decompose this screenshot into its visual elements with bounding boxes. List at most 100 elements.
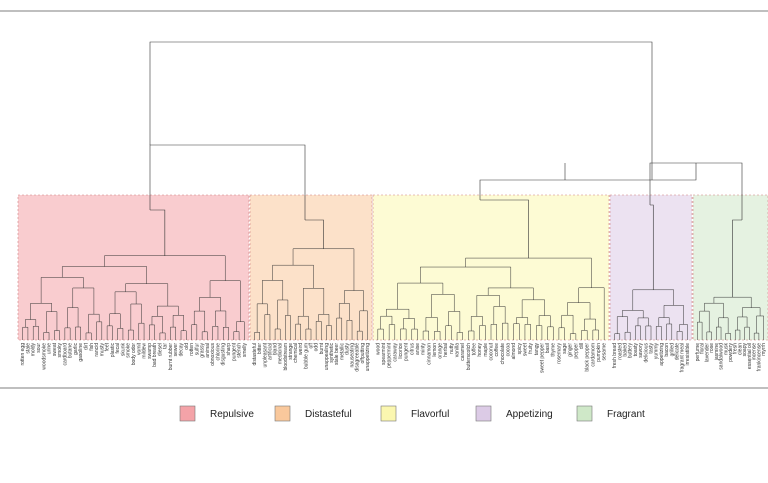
branch xyxy=(490,324,497,340)
leaf-label: bad breath xyxy=(152,343,158,367)
leaf-label: sulfur xyxy=(194,343,200,356)
branch xyxy=(737,316,748,331)
leaf-label: bitter xyxy=(257,343,263,354)
branch xyxy=(264,314,271,340)
leaf-label: medicinal xyxy=(278,343,284,364)
leaf-label: body odor xyxy=(131,343,137,366)
leaf-label: diesel xyxy=(157,343,163,356)
leaf-label: sesame xyxy=(602,343,608,361)
leaf-label: fresh bread xyxy=(612,343,618,369)
branch xyxy=(732,219,742,298)
leaf-label: chlorine xyxy=(215,343,221,361)
leaf-label: stench xyxy=(237,343,243,358)
leaf-label: chocolate xyxy=(500,343,506,365)
branch xyxy=(272,264,314,289)
leaf-label: herbal xyxy=(443,343,449,357)
leaf-label: lavender xyxy=(704,343,710,363)
branch xyxy=(305,328,312,340)
leaf-label: savory xyxy=(638,343,644,358)
branch xyxy=(125,283,169,307)
branch xyxy=(262,280,284,304)
leaf-label: sandalwood xyxy=(719,343,725,370)
leaf-label: lemon xyxy=(432,343,438,357)
leaf-label: tangy xyxy=(534,343,540,356)
leaf-label: offputting xyxy=(360,343,366,364)
branch xyxy=(127,329,134,340)
leaf-label: buttery xyxy=(628,343,634,359)
leaf-label: smelly xyxy=(242,343,248,358)
legend-label-flavorful: Flavorful xyxy=(411,409,449,420)
branch xyxy=(742,307,761,317)
leaf-label: smoky xyxy=(57,343,63,358)
branch xyxy=(199,297,221,312)
legend-swatch-appetizing xyxy=(475,405,492,422)
leaf-label: clean xyxy=(737,343,743,355)
leaf-label: frankincense xyxy=(756,343,762,372)
leaf-label: sweet pepper xyxy=(539,343,545,373)
branch xyxy=(30,303,52,320)
leaf-label: coconut xyxy=(489,342,495,360)
leaf-label: toasty xyxy=(633,343,639,357)
branch xyxy=(480,199,529,259)
branch-flavorful-group xyxy=(479,163,697,200)
leaf-label: pumpkin xyxy=(596,343,602,362)
branch xyxy=(32,325,39,340)
leaf-label: toffee xyxy=(472,343,478,356)
branch xyxy=(614,333,621,340)
branch-repulsive-distasteful xyxy=(149,144,306,220)
leaf-label: irresistible xyxy=(685,343,691,366)
leaf-label: honey xyxy=(477,343,483,357)
leaf-label: sage xyxy=(562,343,568,354)
leaf-label: dill xyxy=(579,343,585,349)
leaf-label: bubble gum xyxy=(303,343,309,369)
leaf-label: stale beer xyxy=(334,343,340,365)
leaf-label: yummy xyxy=(654,343,660,360)
branch xyxy=(380,315,393,330)
leaf-label: black pepper xyxy=(585,343,591,372)
branch xyxy=(292,248,355,291)
branch xyxy=(713,296,752,308)
leaf-label: fragrant meal xyxy=(680,343,686,372)
leaf-label: incense xyxy=(752,343,758,360)
leaf-label: soapy xyxy=(742,343,748,357)
branch xyxy=(676,331,683,340)
leaf-label: burnt rubber xyxy=(168,343,174,371)
leaf-label: coffee xyxy=(494,343,500,357)
branch xyxy=(753,332,760,340)
leaf-label: rosemary xyxy=(556,343,562,364)
leaf-label: licorice xyxy=(398,343,404,359)
leaf-label: burnt xyxy=(319,342,325,354)
leaf-label: moldy xyxy=(31,343,37,357)
branch xyxy=(75,326,81,340)
legend-label-fragrant: Fragrant xyxy=(607,409,645,420)
branch xyxy=(422,330,430,340)
leaf-label: garlic xyxy=(73,343,79,355)
branch xyxy=(744,326,750,340)
branch xyxy=(72,287,95,315)
legend: Repulsive Distasteful Flavorful Appetizing F… xyxy=(179,405,645,422)
leaf-label: bacon xyxy=(664,343,670,357)
cluster-box-appetizing xyxy=(609,194,693,341)
leaf-label: almond xyxy=(511,343,517,360)
branch xyxy=(456,332,463,340)
cluster-box-repulsive xyxy=(17,194,250,341)
branch-root xyxy=(149,41,653,180)
legend-label-repulsive: Repulsive xyxy=(210,409,254,420)
branch xyxy=(209,280,241,322)
branch xyxy=(756,315,764,340)
leaf-label: woodsmoke xyxy=(41,343,47,370)
dendrogram-branches xyxy=(22,41,764,340)
leaf-label: vomit xyxy=(136,342,142,355)
branch xyxy=(104,255,226,281)
leaf-label: caramel xyxy=(460,343,466,361)
leaf-label: off xyxy=(309,342,315,348)
leaf-label: unappetizing xyxy=(365,343,371,372)
leaf-label: nutty xyxy=(449,343,455,354)
leaf-label: artificial xyxy=(267,343,273,360)
leaf-label: fecal xyxy=(115,343,121,354)
branch xyxy=(445,325,452,340)
leaf-label: skunk xyxy=(120,343,126,357)
branch xyxy=(578,287,605,340)
leaf-label: rotten xyxy=(189,343,195,356)
branch xyxy=(679,324,688,340)
